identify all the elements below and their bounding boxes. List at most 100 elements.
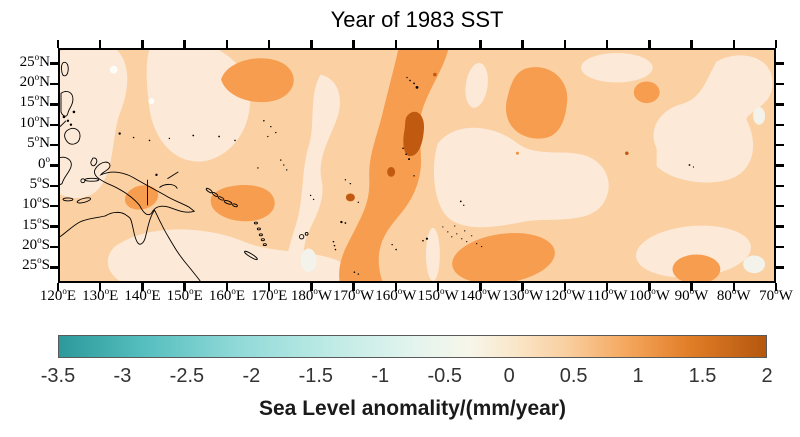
y-tick-left	[50, 82, 58, 86]
x-tick-label: 140oE	[124, 286, 161, 305]
colorbar-tick-label: 0.5	[559, 365, 588, 387]
x-tick-bottom	[732, 283, 735, 291]
contour-map	[60, 50, 774, 281]
y-tick-left	[50, 164, 58, 167]
y-tick-left	[50, 103, 58, 106]
colorbar-tick-label: -3.5	[40, 365, 76, 387]
x-tick-label: 170oW	[333, 286, 375, 305]
y-tick-right	[776, 123, 784, 127]
colorbar-tick-label: -3	[113, 365, 132, 387]
x-tick-bottom	[56, 283, 60, 291]
y-tick-right	[776, 62, 784, 65]
x-tick-top	[183, 40, 186, 48]
x-tick-top	[56, 40, 60, 48]
y-tick-label: 15oS	[22, 214, 50, 233]
x-tick-bottom	[436, 283, 440, 291]
x-tick-top	[141, 40, 144, 48]
colorbar-title: Sea Level anomality/(mm/year)	[259, 397, 566, 420]
x-tick-label: 160oW	[375, 286, 417, 305]
y-tick-left	[50, 62, 58, 65]
y-tick-right	[776, 204, 784, 208]
contour-band-high	[124, 50, 721, 281]
y-tick-label: 0o	[38, 153, 50, 172]
y-tick-label: 10oS	[22, 194, 50, 213]
x-tick-top	[690, 40, 693, 48]
x-tick-top	[394, 40, 398, 48]
colorbar	[58, 335, 767, 358]
x-tick-top	[521, 40, 524, 48]
x-tick-bottom	[605, 283, 609, 291]
x-tick-bottom	[183, 283, 186, 291]
colorbar-tick-label: -0.5	[427, 365, 462, 387]
y-tick-label: 10oN	[19, 112, 50, 131]
x-tick-bottom	[479, 283, 482, 291]
x-tick-bottom	[563, 283, 567, 291]
x-tick-label: 180oW	[290, 286, 332, 305]
x-tick-bottom	[394, 283, 398, 291]
map-plot-area	[58, 48, 776, 283]
x-tick-top	[352, 40, 355, 48]
x-tick-top	[225, 40, 229, 48]
coastlines	[60, 61, 309, 281]
x-tick-bottom	[141, 283, 144, 291]
y-tick-right	[776, 225, 784, 228]
y-tick-right	[776, 82, 784, 86]
colorbar-tick-label: 1.5	[688, 365, 717, 387]
x-tick-label: 130oE	[82, 286, 119, 305]
x-tick-label: 130oW	[501, 286, 544, 305]
x-tick-label: 70oW	[759, 286, 793, 305]
x-tick-bottom	[521, 283, 524, 291]
x-tick-bottom	[310, 283, 313, 291]
colorbar-tick-label: 2	[761, 365, 773, 387]
colorbar-tick-label: -2	[242, 365, 261, 387]
y-tick-left	[50, 225, 58, 228]
colorbar-tick-label: 1	[632, 365, 644, 387]
colorbar-tick-label: 0	[503, 365, 515, 387]
y-tick-label: 20oN	[19, 72, 50, 91]
x-tick-bottom	[225, 283, 229, 291]
y-tick-left	[50, 266, 58, 269]
y-tick-right	[776, 266, 784, 269]
x-tick-top	[774, 40, 778, 48]
x-tick-top	[648, 40, 651, 48]
island-dots	[62, 76, 695, 275]
x-tick-label: 150oW	[417, 286, 459, 305]
x-tick-label: 140oW	[459, 286, 501, 305]
colorbar-tick-label: -1	[371, 365, 390, 387]
x-tick-top	[479, 40, 482, 48]
x-tick-top	[605, 40, 609, 48]
x-tick-label: 170oE	[251, 286, 288, 305]
colorbar-tick-label: -1.5	[298, 365, 334, 387]
y-tick-label: 20oS	[22, 234, 50, 253]
y-tick-right	[776, 103, 784, 106]
y-tick-left	[50, 245, 58, 249]
y-tick-left	[50, 143, 58, 147]
y-tick-left	[50, 204, 58, 208]
x-tick-label: 90oW	[674, 286, 709, 305]
x-tick-bottom	[352, 283, 355, 291]
x-tick-label: 110oW	[586, 286, 628, 305]
x-tick-label: 100oW	[628, 286, 670, 305]
colorbar-tick-label: -2.5	[169, 365, 205, 387]
x-tick-top	[98, 40, 102, 48]
y-tick-label: 5oN	[27, 133, 50, 152]
chart-title: Year of 1983 SST	[330, 7, 504, 32]
y-tick-label: 15oN	[19, 92, 50, 111]
y-tick-label: 25oN	[19, 51, 50, 70]
x-tick-bottom	[267, 283, 271, 291]
x-tick-label: 160oE	[208, 286, 246, 305]
x-tick-label: 150oE	[166, 286, 203, 305]
x-tick-top	[436, 40, 440, 48]
x-tick-label: 120oW	[544, 286, 586, 305]
y-tick-left	[50, 123, 58, 127]
y-tick-right	[776, 143, 784, 147]
x-tick-bottom	[98, 283, 102, 291]
x-tick-top	[563, 40, 567, 48]
y-tick-label: 5oS	[29, 173, 50, 192]
x-tick-top	[732, 40, 735, 48]
contour-spots-white	[109, 65, 766, 274]
x-tick-label: 120oE	[39, 286, 77, 305]
y-tick-right	[776, 245, 784, 249]
y-tick-right	[776, 184, 784, 188]
x-tick-top	[310, 40, 313, 48]
